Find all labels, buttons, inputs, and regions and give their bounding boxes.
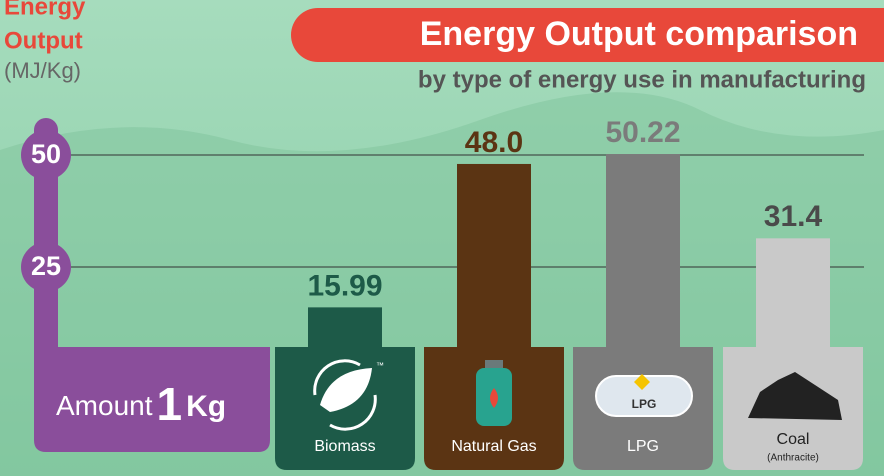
category-label: Coal (777, 431, 810, 448)
tick-marker (21, 130, 71, 180)
amount-number: 1 (157, 378, 183, 430)
y-axis-label: Output (4, 27, 83, 54)
y-axis-unit: (MJ/Kg) (4, 58, 81, 83)
biomass-arrows (313, 359, 377, 431)
bar (756, 238, 830, 350)
title-banner (291, 8, 884, 62)
trademark: ™ (376, 361, 384, 370)
bar (606, 154, 680, 350)
chart-subtitle: by type of energy use in manufacturing (418, 66, 866, 93)
flame (490, 388, 498, 408)
tank-valve (485, 360, 503, 368)
bar-base (275, 347, 415, 470)
value-label: 48.0 (465, 126, 523, 159)
category-label: Natural Gas (451, 438, 536, 455)
bar (457, 163, 531, 350)
tank-label: LPG (632, 397, 657, 411)
chart-title: Energy Output comparison (420, 15, 858, 53)
y-tick-label: 50 (31, 139, 61, 169)
y-tick-label: 25 (31, 251, 61, 281)
value-label: 15.99 (307, 269, 382, 302)
amount-label: Amount1 Kg (56, 378, 226, 430)
amount-text: Amount (56, 390, 153, 421)
biomass-leaf (320, 368, 372, 412)
tick-marker (21, 242, 71, 292)
bar (308, 307, 382, 350)
value-label: 31.4 (764, 200, 823, 233)
coal-pile (748, 372, 842, 420)
lpg-sign (634, 374, 650, 390)
category-note: (Anthracite) (767, 453, 819, 464)
amount-base (34, 347, 270, 452)
icons: ™ LPG (313, 359, 842, 431)
amount-unit: Kg (186, 390, 226, 423)
value-label: 50.22 (605, 116, 680, 149)
y-axis-label: Energy (4, 0, 86, 20)
category-label: LPG (627, 438, 659, 455)
category-label: Biomass (314, 438, 375, 455)
